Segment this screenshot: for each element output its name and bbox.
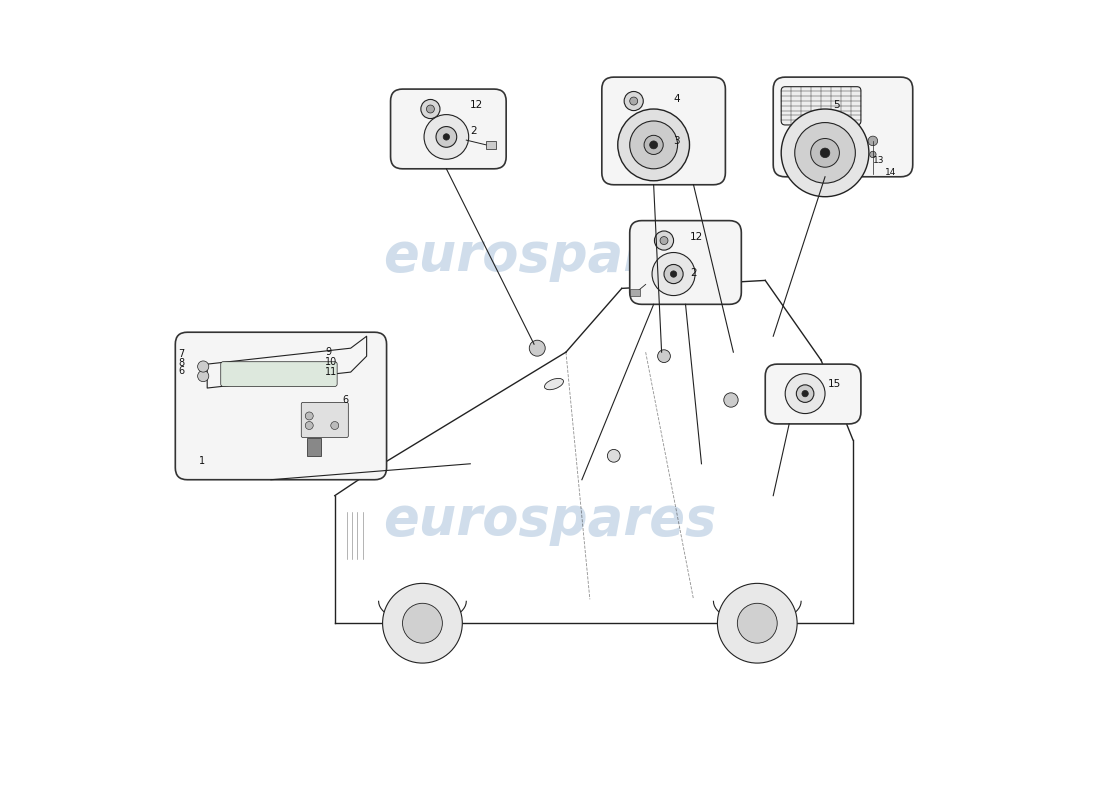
Circle shape: [607, 450, 620, 462]
Circle shape: [781, 109, 869, 197]
Ellipse shape: [544, 378, 563, 390]
Circle shape: [427, 105, 434, 113]
Text: 6: 6: [343, 395, 349, 405]
Bar: [486, 141, 496, 149]
Circle shape: [424, 114, 469, 159]
Circle shape: [796, 385, 814, 402]
FancyBboxPatch shape: [629, 221, 741, 304]
Text: 12: 12: [471, 100, 484, 110]
Circle shape: [306, 422, 313, 430]
Circle shape: [652, 253, 695, 295]
Circle shape: [629, 97, 638, 105]
Text: 6: 6: [178, 366, 185, 376]
Text: eurospares: eurospares: [383, 230, 717, 282]
Circle shape: [403, 603, 442, 643]
Bar: [629, 289, 640, 296]
Text: 11: 11: [326, 367, 338, 377]
Text: 9: 9: [326, 347, 331, 357]
Text: 1: 1: [199, 456, 206, 466]
Circle shape: [629, 121, 678, 169]
Text: eurospares: eurospares: [383, 494, 717, 546]
Circle shape: [737, 603, 778, 643]
Circle shape: [624, 91, 644, 110]
Circle shape: [529, 340, 546, 356]
FancyBboxPatch shape: [766, 364, 861, 424]
FancyBboxPatch shape: [773, 77, 913, 177]
Circle shape: [198, 370, 209, 382]
Text: 2: 2: [471, 126, 477, 135]
Circle shape: [724, 393, 738, 407]
Circle shape: [331, 422, 339, 430]
Circle shape: [618, 109, 690, 181]
Circle shape: [660, 237, 668, 245]
Circle shape: [383, 583, 462, 663]
FancyBboxPatch shape: [301, 402, 349, 438]
Text: 2: 2: [691, 268, 697, 278]
Circle shape: [868, 136, 878, 146]
Circle shape: [654, 231, 673, 250]
Text: 4: 4: [673, 94, 680, 104]
Circle shape: [650, 141, 658, 149]
Circle shape: [306, 412, 313, 420]
Text: 10: 10: [326, 357, 338, 366]
Circle shape: [658, 350, 670, 362]
Circle shape: [802, 390, 808, 397]
FancyBboxPatch shape: [602, 77, 725, 185]
Text: 8: 8: [178, 358, 185, 367]
FancyBboxPatch shape: [781, 86, 861, 125]
Circle shape: [443, 134, 450, 140]
Circle shape: [664, 265, 683, 284]
Text: 5: 5: [833, 100, 839, 110]
Text: 13: 13: [873, 156, 884, 166]
FancyBboxPatch shape: [390, 89, 506, 169]
Text: 12: 12: [691, 232, 704, 242]
Circle shape: [717, 583, 798, 663]
Circle shape: [870, 151, 876, 158]
Circle shape: [811, 138, 839, 167]
Bar: [307, 438, 321, 456]
Circle shape: [421, 99, 440, 118]
Text: 3: 3: [673, 136, 680, 146]
FancyBboxPatch shape: [221, 362, 337, 386]
Circle shape: [821, 148, 829, 158]
Text: 15: 15: [827, 379, 840, 389]
Text: 7: 7: [178, 349, 185, 358]
Circle shape: [670, 271, 676, 278]
Circle shape: [794, 122, 856, 183]
Circle shape: [645, 135, 663, 154]
FancyBboxPatch shape: [175, 332, 386, 480]
Circle shape: [785, 374, 825, 414]
Text: 14: 14: [884, 168, 896, 178]
Circle shape: [436, 126, 456, 147]
Circle shape: [198, 361, 209, 372]
